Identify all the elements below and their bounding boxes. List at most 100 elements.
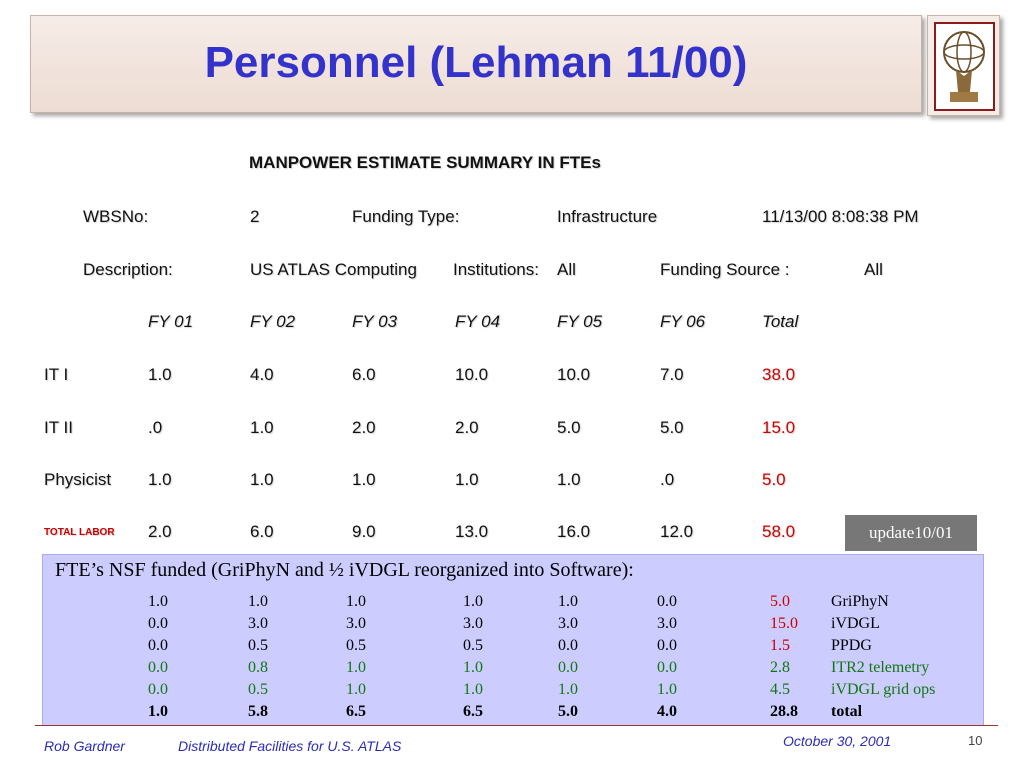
nsf-cell: 0.5 [463, 637, 483, 654]
col-fy02: FY 02 [250, 312, 296, 331]
row-label: IT I [44, 365, 69, 384]
cell-total: 58.0 [762, 522, 796, 541]
description-value: US ATLAS Computing [250, 260, 417, 279]
col-fy06: FY 06 [660, 312, 706, 331]
cell: 1.0 [557, 470, 581, 489]
cell: .0 [148, 418, 163, 437]
nsf-cell: 0.5 [248, 681, 268, 698]
nsf-cell-total: 5.0 [770, 593, 790, 610]
nsf-cell: 4.0 [657, 703, 677, 720]
page-number: 10 [968, 733, 983, 748]
col-fy05: FY 05 [557, 312, 603, 331]
wbs-label: WBSNo: [83, 207, 149, 226]
funding-type-value: Infrastructure [557, 207, 658, 226]
col-fy04: FY 04 [455, 312, 501, 331]
cell: 2.0 [352, 418, 376, 437]
nsf-cell-total: 15.0 [770, 615, 798, 632]
nsf-heading: FTE’s NSF funded (GriPhyN and ½ iVDGL re… [55, 559, 634, 581]
cell-total: 15.0 [762, 418, 796, 437]
funding-type-label: Funding Type: [352, 207, 460, 226]
row-label: TOTAL LABOR [44, 527, 115, 538]
col-fy03: FY 03 [352, 312, 398, 331]
nsf-cell: 5.0 [558, 703, 578, 720]
nsf-cell-total: 28.8 [770, 703, 798, 720]
summary-title: MANPOWER ESTIMATE SUMMARY IN FTEs [249, 153, 601, 172]
nsf-cell: 1.0 [148, 703, 168, 720]
footer-author: Rob Gardner [44, 738, 125, 754]
atlas-statue-logo [934, 22, 995, 111]
nsf-cell: 0.0 [148, 681, 168, 698]
nsf-cell-total: 4.5 [770, 681, 790, 698]
nsf-cell: 3.0 [558, 615, 578, 632]
nsf-cell: 0.0 [657, 637, 677, 654]
nsf-cell: 5.8 [248, 703, 268, 720]
slide-title: Personnel (Lehman 11/00) [204, 38, 748, 87]
nsf-cell-total: 1.5 [770, 637, 790, 654]
cell: 5.0 [557, 418, 581, 437]
title-banner: Personnel (Lehman 11/00) [30, 15, 922, 113]
nsf-cell: 1.0 [346, 593, 366, 610]
cell: 1.0 [455, 470, 479, 489]
cell: 1.0 [250, 470, 274, 489]
cell: 9.0 [352, 522, 376, 541]
cell: 2.0 [148, 522, 172, 541]
nsf-cell-total: 2.8 [770, 659, 790, 676]
funding-source-value: All [864, 260, 883, 279]
nsf-cell: 0.5 [346, 637, 366, 654]
row-label: Physicist [44, 470, 112, 489]
cell: 10.0 [455, 365, 489, 384]
nsf-row-label: PPDG [831, 637, 872, 654]
logo-frame [927, 15, 1000, 116]
col-fy01: FY 01 [148, 312, 194, 331]
cell: 2.0 [455, 418, 479, 437]
cell: 1.0 [148, 365, 172, 384]
cell: 1.0 [250, 418, 274, 437]
footer-talk-title: Distributed Facilities for U.S. ATLAS [178, 738, 402, 754]
nsf-cell: 3.0 [657, 615, 677, 632]
nsf-row-label: iVDGL [831, 615, 880, 632]
update-badge: update10/01 [845, 515, 977, 551]
cell: 1.0 [148, 470, 172, 489]
nsf-cell: 6.5 [346, 703, 366, 720]
nsf-cell: 0.5 [248, 637, 268, 654]
description-label: Description: [83, 260, 173, 279]
cell: 5.0 [660, 418, 684, 437]
nsf-cell: 0.0 [148, 659, 168, 676]
cell: 6.0 [250, 522, 274, 541]
footer-date: October 30, 2001 [783, 733, 892, 749]
cell: 7.0 [660, 365, 684, 384]
institutions-label: Institutions: [453, 260, 539, 279]
wbs-value: 2 [250, 207, 260, 226]
nsf-cell: 0.0 [558, 637, 578, 654]
cell: .0 [660, 470, 675, 489]
nsf-cell: 1.0 [346, 659, 366, 676]
report-timestamp: 11/13/00 8:08:38 PM [762, 207, 919, 226]
nsf-cell: 1.0 [248, 593, 268, 610]
nsf-row-label: GriPhyN [831, 593, 889, 610]
nsf-cell: 1.0 [463, 681, 483, 698]
nsf-cell: 1.0 [148, 593, 168, 610]
nsf-cell: 1.0 [558, 681, 578, 698]
nsf-cell: 0.0 [657, 659, 677, 676]
cell: 16.0 [557, 522, 591, 541]
nsf-cell: 1.0 [463, 593, 483, 610]
nsf-cell: 0.0 [657, 593, 677, 610]
cell: 1.0 [352, 470, 376, 489]
cell-total: 38.0 [762, 365, 796, 384]
nsf-cell: 1.0 [657, 681, 677, 698]
nsf-cell: 0.0 [148, 615, 168, 632]
nsf-funded-panel: FTE’s NSF funded (GriPhyN and ½ iVDGL re… [42, 554, 984, 726]
nsf-cell: 3.0 [346, 615, 366, 632]
cell: 6.0 [352, 365, 376, 384]
nsf-cell: 1.0 [558, 593, 578, 610]
nsf-cell: 3.0 [463, 615, 483, 632]
col-total: Total [762, 312, 799, 331]
nsf-cell: 0.8 [248, 659, 268, 676]
cell-total: 5.0 [762, 470, 786, 489]
nsf-row-label: iVDGL grid ops [831, 681, 936, 698]
nsf-row-label: ITR2 telemetry [831, 659, 930, 676]
nsf-cell: 6.5 [463, 703, 483, 720]
cell: 10.0 [557, 365, 591, 384]
nsf-cell: 1.0 [346, 681, 366, 698]
cell: 13.0 [455, 522, 489, 541]
